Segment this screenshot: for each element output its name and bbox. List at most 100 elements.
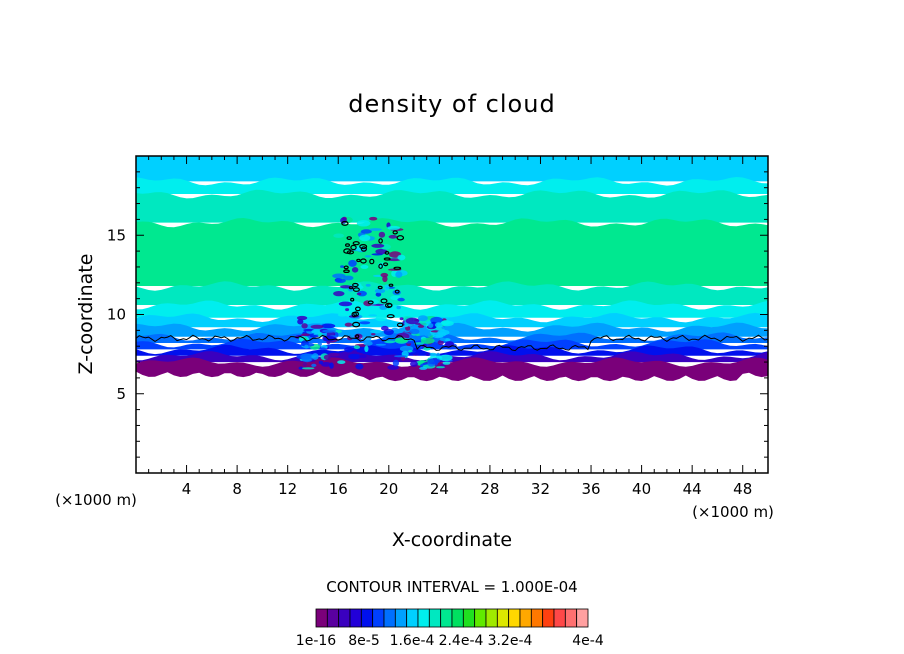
- plume-cell: [410, 361, 418, 367]
- plume-cell: [397, 254, 406, 261]
- plume-cell: [365, 283, 371, 287]
- plume-cell: [301, 323, 308, 329]
- plume-cell: [404, 324, 409, 328]
- plume-cell: [337, 360, 346, 364]
- plume-cell: [387, 225, 401, 230]
- colorbar-swatch: [406, 608, 419, 628]
- plume-cell: [375, 316, 387, 322]
- plume-cell: [348, 259, 357, 267]
- plume-cell: [441, 325, 452, 330]
- plume-cell: [425, 353, 431, 356]
- x-tick-label: 4: [182, 480, 192, 498]
- colorbar-swatch: [417, 608, 430, 628]
- plume-cell: [375, 292, 382, 297]
- plume-contour: [348, 286, 354, 290]
- density-band: [136, 281, 768, 305]
- density-band: [136, 332, 768, 343]
- colorbar-swatch: [451, 608, 464, 628]
- plume-cell: [410, 349, 424, 356]
- plume-cell: [360, 264, 369, 269]
- colorbar-swatch: [383, 608, 396, 628]
- y-tick-label: 5: [116, 385, 126, 403]
- plume-contour: [355, 306, 361, 312]
- plume-cell: [333, 291, 345, 297]
- density-band: [136, 189, 768, 223]
- plume-contour: [352, 287, 360, 292]
- plume-cell: [338, 301, 353, 307]
- colorbar-swatch: [315, 608, 328, 628]
- plume-cell: [335, 278, 346, 284]
- colorbar-swatch: [338, 608, 351, 628]
- plume-contour: [383, 262, 389, 267]
- plume-cell: [303, 328, 315, 332]
- colorbar: [315, 608, 589, 628]
- density-layers: [136, 156, 768, 382]
- plume-contour: [350, 297, 355, 302]
- plume-cell: [337, 313, 347, 317]
- plume-cell: [363, 341, 373, 346]
- plume-cell: [381, 325, 389, 331]
- x-tick-label: 16: [329, 480, 348, 498]
- plume-contour: [367, 300, 374, 305]
- plume-contour: [356, 258, 361, 263]
- plume-cell: [304, 344, 309, 349]
- colorbar-swatch: [462, 608, 476, 628]
- density-band: [136, 177, 768, 194]
- plume-contour: [345, 243, 351, 247]
- plume-cell: [399, 317, 404, 321]
- plume-cell: [442, 361, 451, 365]
- plume-cell: [437, 340, 444, 346]
- colorbar-swatch: [360, 608, 374, 628]
- plume-contour: [343, 269, 350, 274]
- y-tick-label: 10: [107, 306, 126, 324]
- x-tick-label: 20: [379, 480, 398, 498]
- plume-cell: [388, 234, 398, 239]
- x-tick-label: 28: [480, 480, 499, 498]
- x-unit-label: (×1000 m): [692, 503, 774, 521]
- plume-cell: [309, 335, 319, 338]
- plume-cell: [323, 354, 332, 360]
- plume-cell: [382, 275, 388, 283]
- colorbar-swatch: [394, 608, 408, 628]
- plume-cell: [387, 258, 401, 262]
- plume-contour: [355, 334, 360, 339]
- plume-cell: [321, 362, 332, 367]
- density-band: [136, 312, 768, 328]
- plume-cell: [427, 358, 440, 365]
- x-tick-label: 32: [531, 480, 550, 498]
- plume-contour: [352, 321, 361, 328]
- plume-contour: [384, 250, 390, 255]
- plume-cell: [322, 329, 337, 333]
- plume-cell: [391, 345, 402, 349]
- plume-cell: [384, 340, 396, 344]
- colorbar-swatch: [474, 608, 487, 628]
- plume-cell: [353, 345, 360, 350]
- colorbar-swatch: [576, 608, 589, 628]
- plume-cell: [340, 265, 345, 268]
- plume-cell: [310, 324, 324, 329]
- colorbar-tick-label: 4e-4: [572, 633, 604, 649]
- plume-cell: [370, 329, 382, 334]
- plume-contour: [369, 258, 375, 265]
- plume-cell: [359, 354, 367, 359]
- plume-contour: [350, 244, 357, 251]
- colorbar-swatch: [428, 608, 442, 628]
- plume-cell: [300, 342, 315, 347]
- plume-cell: [378, 231, 386, 238]
- plume-contour: [386, 314, 395, 319]
- colorbar-swatch: [496, 608, 510, 628]
- plume-contour: [380, 298, 388, 304]
- plume-cell: [368, 314, 378, 317]
- colorbar-swatch: [349, 608, 362, 628]
- plume-cell: [302, 361, 307, 367]
- plume-cell: [298, 366, 304, 370]
- plume-cell: [374, 288, 386, 294]
- plume-cell: [375, 248, 388, 255]
- plume-cell: [340, 217, 347, 224]
- plume-cell: [329, 362, 334, 369]
- plume-cell: [311, 353, 319, 360]
- plume-cell: [435, 322, 443, 328]
- plume-cell: [417, 315, 428, 322]
- plume-cell: [348, 353, 361, 360]
- plume-cell: [296, 315, 308, 321]
